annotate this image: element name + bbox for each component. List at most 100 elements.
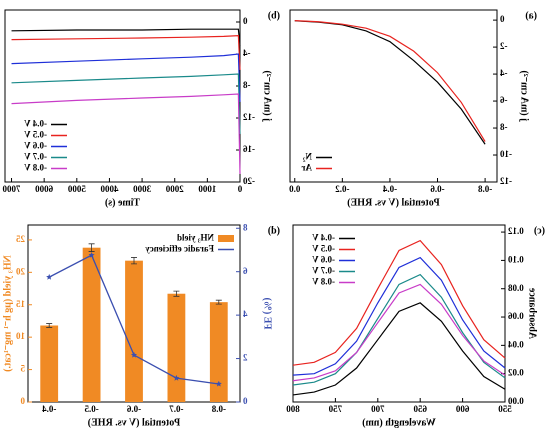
y-tick-label: -12 [243, 112, 255, 122]
y-tick-label: 0.06 [508, 311, 524, 321]
y2-tick-label: 10 [16, 331, 26, 341]
series-line [11, 93, 241, 175]
legend-label: -0.8 V [312, 277, 335, 287]
y-tick-label: -6 [500, 95, 508, 105]
x-axis-label: Time (s) [105, 197, 140, 208]
x-tick-label: -0.6 [430, 184, 445, 194]
y-tick-label: 4 [243, 309, 248, 319]
y2-tick-label: 25 [16, 234, 26, 244]
x-tick-label: -0.7 [169, 404, 184, 414]
plot-frame [289, 9, 498, 183]
series-line [11, 34, 241, 71]
panel-label: (d) [268, 225, 280, 236]
star-marker [173, 374, 180, 381]
legend-label: NH₃ yield [177, 233, 214, 243]
series-line [292, 283, 506, 382]
x-tick-label: 600 [455, 404, 469, 414]
series-line [292, 273, 506, 386]
y-tick-label: 0 [243, 16, 248, 26]
star-marker [130, 351, 138, 358]
panel-label: (a) [525, 10, 537, 21]
legend-label: Ar [302, 163, 313, 173]
error-bar [215, 299, 222, 305]
legend-label: -0.4 V [24, 119, 47, 129]
legend-label: -0.4 V [312, 233, 335, 243]
y-tick-label: -10 [500, 149, 512, 159]
x-tick-label: 0 [237, 184, 242, 194]
x-tick-label: -0.5 [84, 404, 99, 414]
y-tick-label: 0 [500, 14, 505, 24]
x-tick-label: 750 [328, 404, 342, 414]
y-tick-label: -4 [500, 68, 508, 78]
legend-swatch [218, 235, 234, 242]
y2-tick-label: 20 [16, 266, 26, 276]
y-tick-label: -2 [500, 41, 508, 51]
y-tick-label: 0.00 [508, 396, 524, 406]
y-tick-label: 0.02 [508, 368, 524, 378]
x-tick-label: 4000 [100, 184, 119, 194]
y-tick-label: -4 [243, 48, 251, 58]
x-axis-label: Potential (V vs. RHE) [347, 197, 440, 208]
legend-label: -0.5 V [312, 244, 335, 254]
series-line [11, 73, 241, 135]
y-tick-label: -20 [243, 176, 255, 186]
series-line [11, 53, 241, 103]
x-tick-label: 1000 [198, 184, 217, 194]
x-tick-label: -0.4 [42, 404, 57, 414]
star-marker [46, 273, 53, 280]
x-tick-label: 700 [371, 404, 385, 414]
y-tick-label: 0 [243, 396, 248, 406]
y-tick-label: 0.12 [508, 226, 524, 236]
x-tick-label: 7000 [2, 184, 21, 194]
y-axis-label: FE (%) [262, 298, 273, 330]
x-tick-label: -0.6 [126, 404, 141, 414]
x-tick-label: 6000 [35, 184, 54, 194]
bar [209, 302, 228, 402]
y-tick-label: -8 [500, 122, 508, 132]
y2-axis-label: NH₃ yield (μg h⁻¹ mg⁻¹cat.) [2, 255, 13, 372]
legend-label: -0.5 V [24, 130, 47, 140]
x-tick-label: 550 [498, 404, 512, 414]
y-axis-label: Absorbance [527, 287, 538, 339]
star-marker [88, 251, 95, 258]
x-tick-label: 5000 [67, 184, 86, 194]
panel-label: (b) [268, 10, 280, 21]
y-tick-label: 0.04 [508, 339, 524, 349]
error-bar [88, 243, 95, 252]
y-tick-label: 0.08 [508, 283, 524, 293]
x-axis-label: Wavelength (nm) [362, 417, 436, 428]
y-tick-label: -8 [243, 80, 251, 90]
y2-tick-label: 0 [20, 396, 25, 406]
panel-label: (c) [534, 225, 545, 236]
x-tick-label: -0.8 [477, 184, 492, 194]
legend-label: -0.7 V [24, 152, 47, 162]
plot-frame [292, 224, 506, 403]
x-tick-label: -0.4 [382, 184, 397, 194]
y-tick-label: -16 [243, 144, 255, 154]
series-line [292, 256, 506, 376]
error-bar [46, 323, 53, 328]
x-tick-label: 0.0 [289, 184, 301, 194]
series-line [294, 20, 486, 142]
x-tick-label: -0.2 [335, 184, 350, 194]
series-line [11, 28, 241, 47]
error-bar [131, 257, 137, 265]
legend-label: -0.6 V [312, 255, 335, 265]
y-tick-label: 8 [243, 222, 248, 232]
star-marker [215, 380, 222, 387]
x-tick-label: 800 [286, 404, 300, 414]
bar [125, 260, 143, 402]
series-line [294, 20, 486, 145]
x-axis-label: Potential (V vs. RHE) [88, 417, 181, 428]
y-tick-label: 0.10 [508, 254, 524, 264]
series-line [292, 302, 506, 396]
y2-tick-label: 15 [16, 299, 26, 309]
legend-label: -0.6 V [24, 141, 47, 151]
y-axis-label: j (mA cm⁻²) [519, 70, 530, 122]
legend-label: N₂ [303, 152, 312, 162]
series-line [292, 239, 506, 366]
bar [40, 325, 59, 402]
x-tick-label: 2000 [165, 184, 184, 194]
y-tick-label: -12 [500, 176, 512, 186]
